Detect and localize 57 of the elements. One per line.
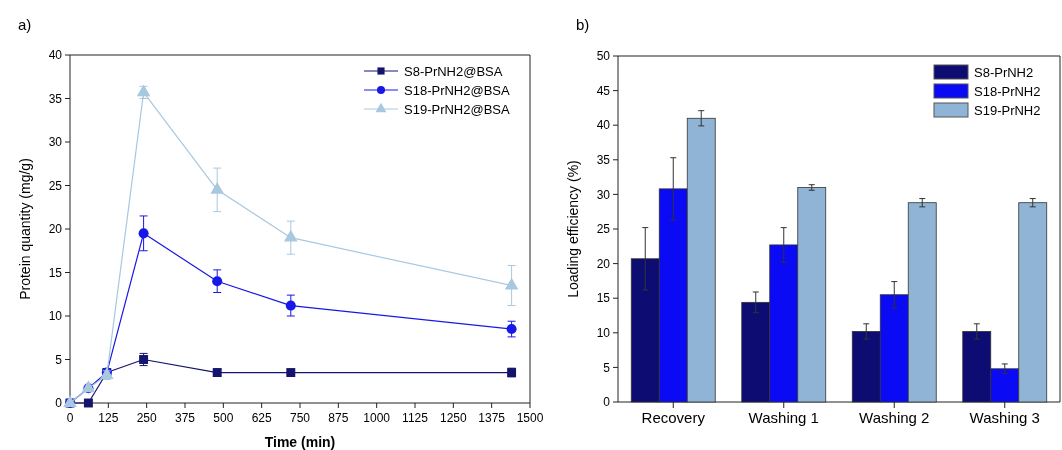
x-tick-label: Washing 2 [859,409,930,426]
y-tick-label: 20 [596,256,611,271]
y-tick-label: 30 [596,187,611,202]
x-tick-label: Recovery [641,409,706,426]
y-tick-label: 10 [596,326,611,340]
x-tick-label: 125 [98,411,119,425]
y-tick-label: 5 [603,360,611,375]
legend-label: S8-PrNH2@BSA [404,63,503,79]
x-tick-label: Washing 3 [969,409,1040,426]
point [506,324,517,335]
point [286,368,296,378]
y-tick-label: 40 [596,118,611,133]
x-tick-label: 375 [174,411,196,425]
y-tick-label: 20 [48,222,63,237]
y-tick-label: 15 [596,291,611,306]
point [138,228,149,239]
y-tick-label: 0 [603,395,611,410]
y-tick-label: 15 [48,265,63,280]
y-tick-label: 10 [48,309,63,324]
x-axis-title: Time (min) [264,434,336,450]
y-tick-label: 35 [48,91,63,106]
y-tick-label: 0 [55,396,63,411]
x-tick-label: 1500 [516,411,544,425]
point [212,276,223,287]
y-tick-label: 40 [48,48,63,63]
legend-label: S18-PrNH2 [974,83,1041,99]
point [83,398,93,408]
x-tick-label: 0 [66,411,74,425]
legend-label: S8-PrNH2 [974,64,1034,80]
y-axis-title: Loading efficiency (%) [565,160,581,298]
y-tick-label: 35 [596,153,611,167]
point [285,300,296,311]
y-tick-label: 45 [596,83,611,98]
point [210,182,224,194]
x-tick-label: 250 [136,411,157,425]
x-tick-label: 1125 [402,411,429,425]
y-tick-label: 5 [55,352,63,367]
x-tick-label: 750 [289,411,311,425]
chart-title: a) [18,16,32,33]
y-tick-label: 30 [48,135,63,150]
y-axis-title: Protein quantity (mg/g) [17,158,33,300]
y-tick-label: 25 [596,222,611,237]
x-tick-label: 625 [251,411,272,425]
chart-title: b) [576,16,590,33]
x-tick-label: 1375 [478,411,506,425]
x-tick-label: 875 [328,411,349,425]
y-tick-label: 50 [596,49,611,64]
legend-label: S19-PrNH2 [974,102,1041,118]
y-tick-label: 25 [48,178,63,193]
x-tick-label: 1250 [439,411,467,425]
x-tick-label: 1000 [363,411,391,425]
x-tick-label: 500 [213,411,234,425]
legend-label: S18-PrNH2@BSA [404,82,510,98]
point [284,229,298,242]
legend-label: S19-PrNH2@BSA [404,101,510,117]
x-tick-label: Washing 1 [748,409,819,426]
point [504,277,519,290]
